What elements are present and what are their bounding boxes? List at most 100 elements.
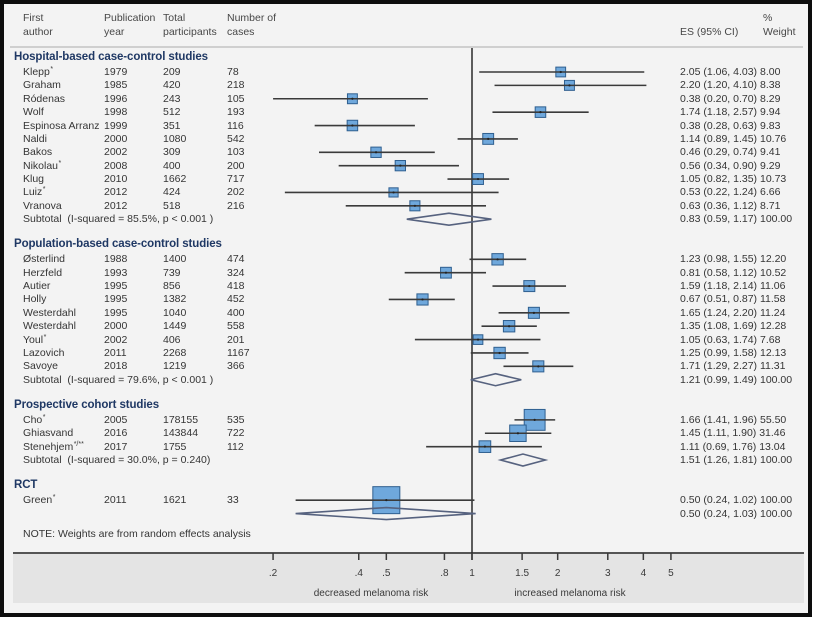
effect-size-ci: 0.46 (0.29, 0.74)	[680, 146, 758, 159]
effect-size-ci: 0.56 (0.34, 0.90)	[680, 159, 758, 172]
study-author: Westerdahl	[23, 307, 76, 319]
study-author: Herzfeld	[23, 267, 62, 279]
author-name: Cho	[23, 413, 43, 426]
publication-year: 2010	[104, 173, 128, 186]
percent-weight: 100.00	[759, 454, 793, 467]
total-participants: 518	[163, 199, 181, 212]
author-name: Espinosa Arranz	[23, 119, 100, 132]
percent-weight: 31.46	[759, 427, 786, 440]
total-participants: 2268	[163, 346, 187, 359]
number-of-cases: 418	[227, 280, 245, 293]
author-name: Savoye	[23, 360, 59, 373]
publication-year: 2002	[104, 146, 128, 159]
effect-size-ci: 1.05 (0.82, 1.35)	[680, 173, 758, 186]
effect-size-ci: 2.20 (1.20, 4.10)	[680, 79, 758, 92]
effect-size-ci-weight: 0.53 (0.22, 1.24) 6.66	[680, 186, 780, 198]
footnote-marker: *	[52, 494, 56, 502]
author-name: Green	[23, 494, 53, 507]
total-participants: 178155	[163, 413, 199, 426]
effect-size-ci-weight: 1.71 (1.29, 2.27) 11.31	[680, 360, 785, 372]
author-name: Holly	[23, 293, 47, 306]
author-name: Autier	[23, 280, 51, 293]
total-participants: 420	[163, 79, 181, 92]
number-of-cases: 116	[227, 119, 244, 132]
publication-year: 2012	[104, 199, 128, 212]
effect-size-ci-weight: 1.25 (0.99, 1.58) 12.13	[680, 347, 786, 359]
total-participants: 1621	[163, 494, 187, 507]
subtotal-label: Subtotal (I-squared = 79.6%, p < 0.001 )	[23, 373, 214, 386]
footnote-marker: *	[42, 186, 46, 194]
percent-weight: 10.73	[759, 173, 787, 186]
percent-weight: 100.00	[759, 373, 793, 386]
number-of-cases: 202	[227, 186, 245, 199]
author-name: Luiz	[23, 186, 43, 199]
effect-size-ci: 1.21 (0.99, 1.49)	[680, 373, 758, 386]
study-author: Vranova	[23, 200, 62, 212]
number-of-cases: 112	[227, 440, 244, 453]
total-participants: 243	[163, 92, 181, 105]
x-axis-tick-label: .4	[354, 568, 363, 579]
publication-year: 1995	[104, 306, 128, 319]
footnote-marker: *	[50, 66, 54, 73]
x-axis-label-increased: increased melanoma risk	[514, 588, 626, 599]
percent-weight: 12.20	[759, 253, 787, 266]
total-participants: 1219	[163, 360, 187, 373]
effect-size-ci: 1.35 (1.08, 1.69)	[680, 320, 758, 333]
total-participants: 209	[163, 66, 181, 78]
total-participants: 351	[163, 119, 181, 132]
author-name: Bakos	[23, 146, 53, 159]
effect-size-ci: 1.05 (0.63, 1.74)	[680, 333, 758, 346]
study-author: Cho*	[23, 414, 46, 426]
author-name: Klepp	[23, 66, 50, 78]
author-name: Graham	[23, 79, 61, 92]
percent-weight: 12.13	[759, 346, 787, 359]
effect-size-ci-weight: 1.59 (1.18, 2.14) 11.06	[680, 280, 785, 292]
effect-size-ci-weight: 0.56 (0.34, 0.90) 9.29	[680, 160, 780, 172]
subgroup-title: RCT	[14, 479, 38, 492]
number-of-cases: 201	[227, 333, 245, 346]
study-author: Westerdahl	[23, 320, 76, 332]
effect-size-ci: 2.05 (1.06, 4.03)	[680, 66, 758, 78]
total-participants: 1662	[163, 173, 187, 186]
number-of-cases: 366	[227, 360, 245, 373]
x-axis-tick-label: 1	[469, 568, 475, 579]
x-axis-band	[13, 552, 804, 603]
effect-size-ci: 1.71 (1.29, 2.27)	[680, 360, 758, 373]
study-author: Youl*	[23, 334, 46, 346]
x-axis-tick-label: 4	[640, 568, 647, 579]
effect-size-ci: 0.83 (0.59, 1.17)	[680, 213, 758, 226]
footnote-marker: *	[43, 333, 47, 341]
x-axis-tick-label: 5	[668, 568, 674, 579]
total-participants: 512	[163, 106, 181, 119]
author-name: Vranova	[23, 199, 62, 212]
study-author: Espinosa Arranz	[23, 120, 99, 132]
effect-size-ci: 0.50 (0.24, 1.02)	[680, 494, 758, 507]
study-author: Graham	[23, 79, 61, 91]
effect-size-ci: 0.63 (0.36, 1.12)	[680, 199, 758, 212]
author-name: Naldi	[23, 132, 47, 145]
effect-size-ci-weight: 2.20 (1.20, 4.10) 8.38	[680, 79, 780, 91]
effect-size-ci-weight: 0.38 (0.20, 0.70) 8.29	[680, 93, 780, 105]
effect-size-ci-weight: 1.05 (0.82, 1.35) 10.73	[680, 173, 786, 185]
percent-weight: 10.76	[759, 132, 787, 145]
number-of-cases: 717	[227, 173, 245, 186]
percent-weight: 100.00	[759, 494, 793, 507]
total-participants: 1755	[163, 440, 187, 453]
publication-year: 2017	[104, 440, 128, 453]
percent-weight: 9.29	[759, 159, 781, 172]
subgroup-title: Population-based case-control studies	[14, 238, 222, 251]
number-of-cases: 542	[227, 132, 245, 145]
footnote-marker: */**	[73, 440, 84, 448]
number-of-cases: 1167	[227, 346, 250, 359]
total-participants: 424	[163, 186, 181, 199]
publication-year: 2002	[104, 333, 128, 346]
effect-size-ci-weight: 0.63 (0.36, 1.12) 8.71	[680, 200, 780, 212]
effect-size-ci-weight: 0.50 (0.24, 1.03) 100.00	[680, 508, 792, 520]
total-participants: 856	[163, 280, 181, 293]
publication-year: 2005	[104, 413, 128, 426]
number-of-cases: 200	[227, 159, 245, 172]
total-participants: 1040	[163, 306, 187, 319]
total-participants: 1449	[163, 320, 187, 333]
total-participants: 1400	[163, 253, 187, 266]
number-of-cases: 193	[227, 106, 245, 119]
